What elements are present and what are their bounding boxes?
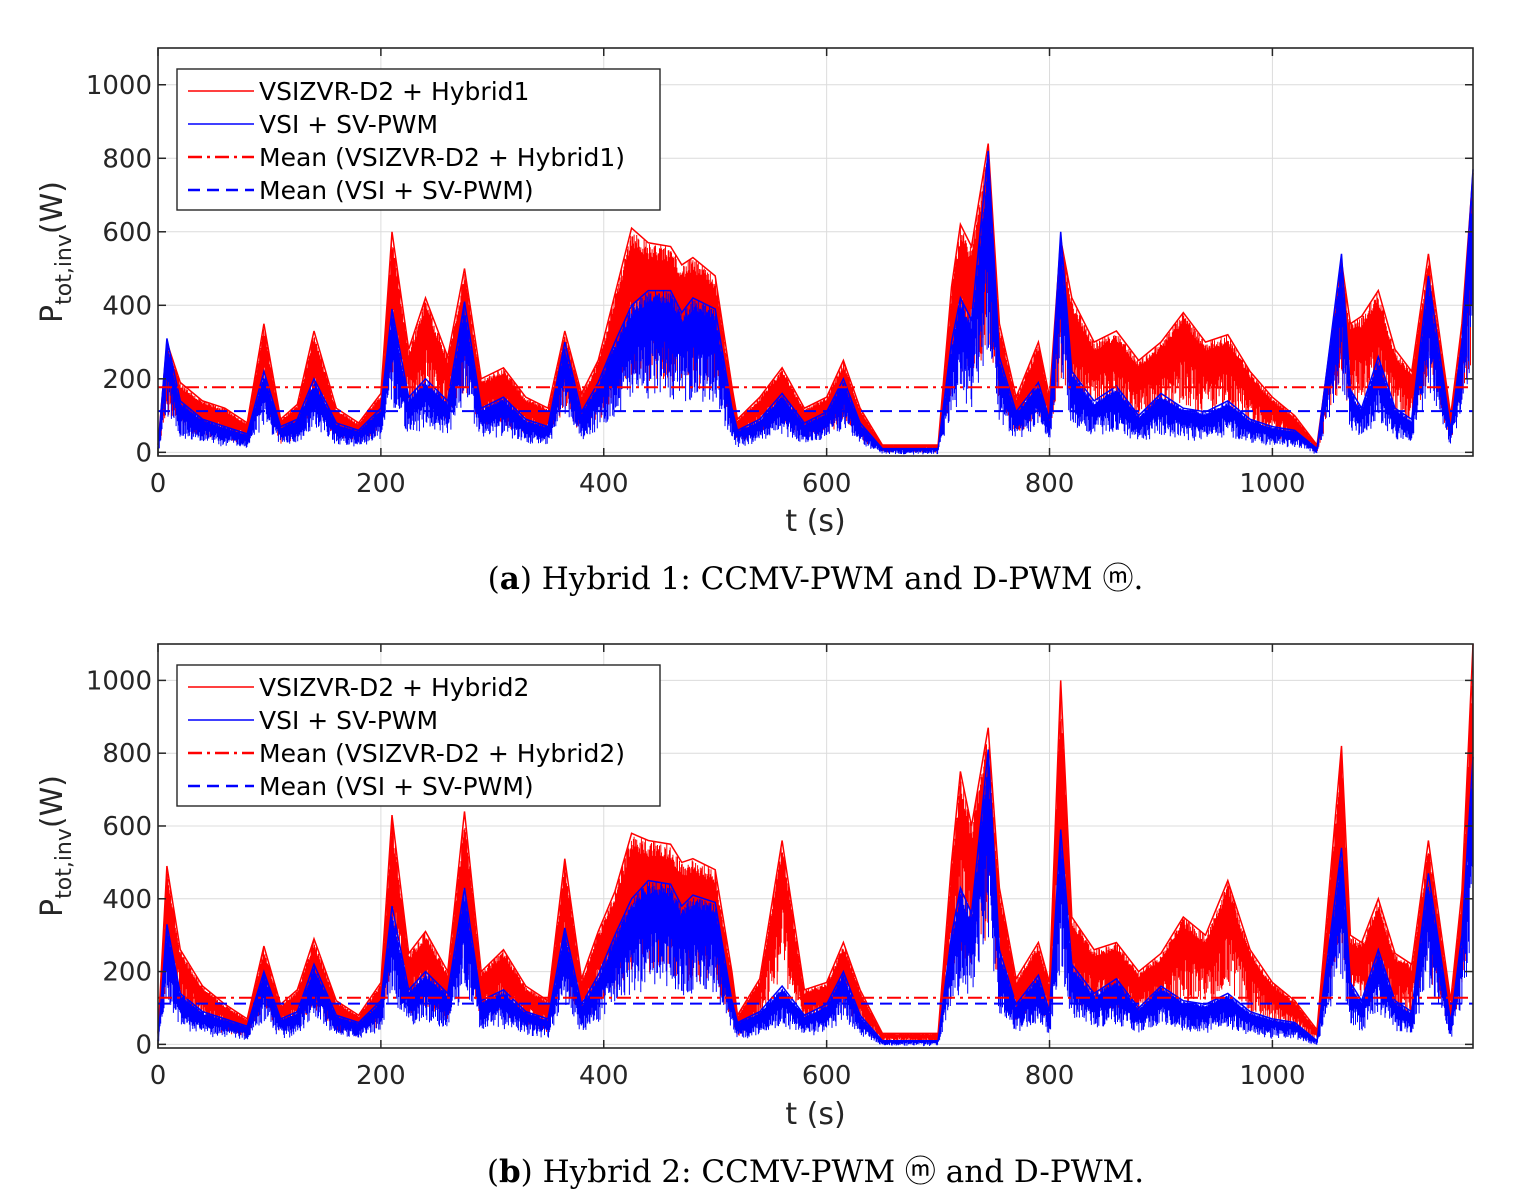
legend-box bbox=[176, 664, 661, 807]
figure-caption: (b) Hybrid 2: CCMV-PWM ⓜ and D-PWM. bbox=[487, 1154, 1144, 1190]
y-tick-label: 800 bbox=[102, 739, 152, 769]
caption-text: Hybrid 2: CCMV-PWM ⓜ and D-PWM. bbox=[543, 1154, 1145, 1190]
legend: VSIZVR-D2 + Hybrid2 VSI + SV-PWM Mean (VSI… bbox=[176, 664, 661, 807]
y-axis-label-main: P bbox=[35, 899, 70, 917]
legend-entry-label: VSI + SV-PWM bbox=[259, 706, 438, 735]
chart-panel-a: 0 200 400 600 800 1000 0 200 400 600 800 1000 t (s) P… bbox=[35, 47, 1474, 597]
y-tick-label: 400 bbox=[102, 291, 152, 321]
legend-entry-label: VSI + SV-PWM bbox=[259, 110, 438, 139]
x-tick-label: 600 bbox=[802, 1061, 852, 1091]
caption-paren-close: ) bbox=[521, 1154, 543, 1190]
legend-entry-label: VSIZVR-D2 + Hybrid2 bbox=[259, 673, 529, 702]
y-axis-label-subscript: tot,inv bbox=[52, 828, 77, 899]
legend-entry-label: VSIZVR-D2 + Hybrid1 bbox=[259, 77, 529, 106]
x-tick-label: 1000 bbox=[1239, 469, 1305, 499]
x-tick-label: 800 bbox=[1025, 1061, 1075, 1091]
y-tick-label: 1000 bbox=[86, 666, 152, 696]
legend-box bbox=[176, 68, 661, 211]
x-tick-label: 200 bbox=[356, 469, 406, 499]
y-tick-label: 400 bbox=[102, 885, 152, 915]
caption-text: Hybrid 1: CCMV-PWM and D-PWM ⓜ. bbox=[542, 561, 1144, 597]
y-tick-label: 1000 bbox=[86, 71, 152, 101]
series-line-VSI + SV-PWM bbox=[157, 749, 1474, 1043]
x-tick-label: 200 bbox=[356, 1061, 406, 1091]
figure-caption: (a) Hybrid 1: CCMV-PWM and D-PWM ⓜ. bbox=[488, 561, 1144, 597]
y-tick-label: 0 bbox=[135, 1030, 152, 1060]
x-tick-label: 0 bbox=[150, 469, 167, 499]
series-line-VSIZVR-D2 + Hybrid2 bbox=[157, 643, 1474, 1035]
axes-box bbox=[157, 643, 1474, 1049]
axes-box bbox=[157, 47, 1474, 457]
y-axis-label-main: P bbox=[35, 305, 70, 323]
y-axis-label-unit: (W) bbox=[35, 181, 70, 234]
x-tick-label: 1000 bbox=[1239, 1061, 1305, 1091]
x-tick-label: 800 bbox=[1025, 469, 1075, 499]
caption-letter: b bbox=[499, 1154, 521, 1190]
y-axis-label-subscript: tot,inv bbox=[52, 234, 77, 305]
legend-entry-label: Mean (VSIZVR-D2 + Hybrid2) bbox=[259, 739, 625, 768]
x-axis-label: t (s) bbox=[785, 504, 845, 539]
y-tick-label: 600 bbox=[102, 218, 152, 248]
caption-paren-close: ) bbox=[520, 561, 542, 597]
x-axis-label: t (s) bbox=[785, 1097, 845, 1132]
legend-entry-label: Mean (VSIZVR-D2 + Hybrid1) bbox=[259, 143, 625, 172]
x-tick-label: 400 bbox=[579, 1061, 629, 1091]
y-tick-label: 200 bbox=[102, 958, 152, 988]
caption-letter: a bbox=[500, 561, 520, 597]
legend-entry-label: Mean (VSI + SV-PWM) bbox=[259, 176, 534, 205]
caption-paren-open: ( bbox=[488, 561, 500, 597]
x-tick-label: 400 bbox=[579, 469, 629, 499]
y-axis-label-unit: (W) bbox=[35, 775, 70, 828]
legend: VSIZVR-D2 + Hybrid1 VSI + SV-PWM Mean (VSI… bbox=[176, 68, 661, 211]
y-tick-label: 200 bbox=[102, 365, 152, 395]
series-line-VSIZVR-D2 + Hybrid1 bbox=[157, 143, 1474, 447]
y-tick-label: 800 bbox=[102, 144, 152, 174]
series-line-VSI + SV-PWM bbox=[157, 150, 1474, 451]
y-tick-label: 600 bbox=[102, 812, 152, 842]
y-tick-label: 0 bbox=[135, 438, 152, 468]
caption-paren-open: ( bbox=[487, 1154, 499, 1190]
y-axis-label: Ptot,inv(W) bbox=[35, 181, 77, 323]
legend-entry-label: Mean (VSI + SV-PWM) bbox=[259, 772, 534, 801]
y-axis-label: Ptot,inv(W) bbox=[35, 775, 77, 917]
x-tick-label: 600 bbox=[802, 469, 852, 499]
chart-panel-b: 0 200 400 600 800 1000 0 200 400 600 800 1000 t (s) P… bbox=[35, 643, 1474, 1190]
x-tick-label: 0 bbox=[150, 1061, 167, 1091]
